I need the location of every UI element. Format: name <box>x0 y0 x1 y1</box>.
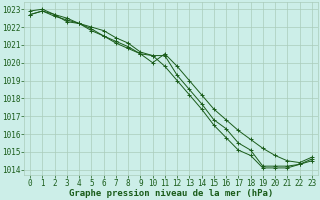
X-axis label: Graphe pression niveau de la mer (hPa): Graphe pression niveau de la mer (hPa) <box>69 189 273 198</box>
